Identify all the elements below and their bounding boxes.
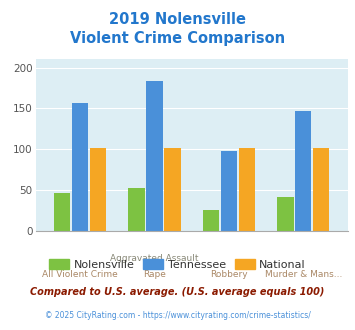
Bar xyxy=(277,197,294,231)
Text: Aggravated Assault: Aggravated Assault xyxy=(110,254,199,263)
Text: All Violent Crime: All Violent Crime xyxy=(42,270,118,279)
Text: Violent Crime Comparison: Violent Crime Comparison xyxy=(70,31,285,46)
Bar xyxy=(239,148,255,231)
Text: Murder & Mans...: Murder & Mans... xyxy=(264,270,342,279)
Text: Compared to U.S. average. (U.S. average equals 100): Compared to U.S. average. (U.S. average … xyxy=(30,287,325,297)
Bar xyxy=(129,188,145,231)
Bar xyxy=(295,111,311,231)
Bar xyxy=(90,148,106,231)
Text: Rape: Rape xyxy=(143,270,166,279)
Text: © 2025 CityRating.com - https://www.cityrating.com/crime-statistics/: © 2025 CityRating.com - https://www.city… xyxy=(45,311,310,320)
Bar xyxy=(72,103,88,231)
Text: Robbery: Robbery xyxy=(210,270,248,279)
Bar xyxy=(313,148,329,231)
Legend: Nolensville, Tennessee, National: Nolensville, Tennessee, National xyxy=(45,255,310,274)
Bar xyxy=(221,151,237,231)
Bar xyxy=(146,82,163,231)
Bar xyxy=(203,210,219,231)
Bar xyxy=(164,148,181,231)
Text: 2019 Nolensville: 2019 Nolensville xyxy=(109,12,246,26)
Bar xyxy=(54,193,70,231)
